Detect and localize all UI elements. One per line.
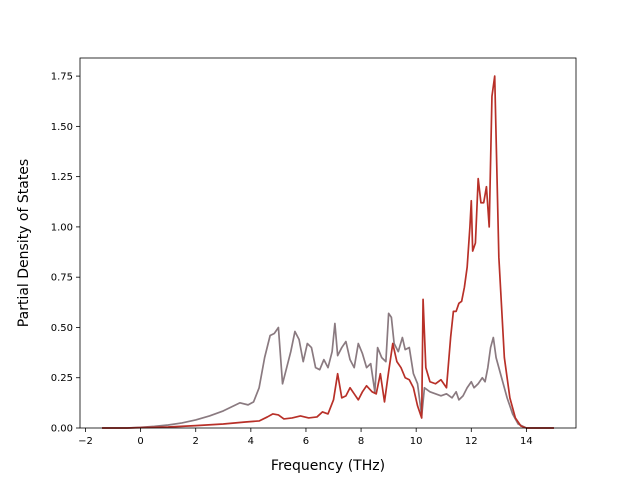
y-tick-label: 0.75 [51, 273, 73, 284]
x-tick-label: 0 [137, 436, 143, 447]
y-tick-label: 0.25 [51, 373, 73, 384]
series-line-2 [102, 75, 554, 429]
y-axis-label: Partial Density of States [16, 159, 32, 327]
y-tick-label: 1.00 [51, 222, 73, 233]
series-layer [102, 75, 554, 429]
y-tick-label: 1.25 [51, 172, 73, 183]
x-axis-label: Frequency (THz) [271, 458, 385, 474]
x-axis-ticks: −2 0 2 4 6 8 10 12 14 [78, 428, 533, 447]
y-tick-label: 0.50 [51, 323, 73, 334]
x-tick-label: 12 [465, 436, 478, 447]
x-tick-label: 4 [248, 436, 254, 447]
x-tick-label: −2 [78, 436, 93, 447]
x-tick-label: 10 [410, 436, 423, 447]
y-tick-label: 1.75 [51, 72, 73, 83]
y-tick-label: 1.50 [51, 122, 73, 133]
x-tick-label: 8 [358, 436, 364, 447]
y-tick-label: 0.00 [51, 424, 73, 435]
x-tick-label: 14 [520, 436, 533, 447]
x-tick-label: 6 [303, 436, 309, 447]
series-line-1 [102, 312, 554, 429]
x-tick-label: 2 [193, 436, 199, 447]
plot-frame [79, 57, 577, 429]
y-axis-ticks: 0.00 0.25 0.50 0.75 1.00 1.25 1.50 1.75 [51, 72, 80, 435]
